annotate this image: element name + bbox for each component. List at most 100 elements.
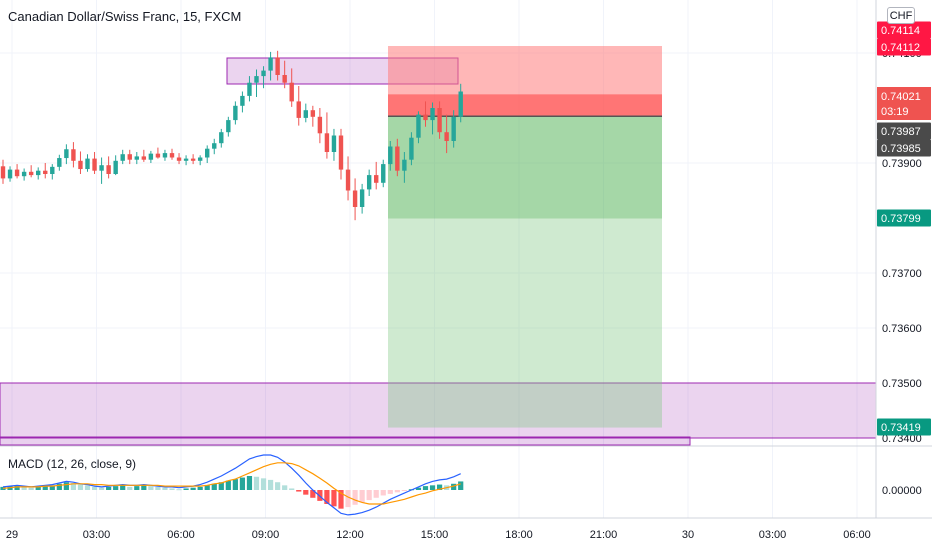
candle-body (338, 135, 344, 170)
macd-pane: 0.00000 (0, 454, 922, 516)
macd-histogram-bar (21, 486, 27, 490)
candle-body (92, 158, 97, 171)
candle-body (169, 153, 175, 158)
price-badge-level1-text: 0.73987 (881, 126, 921, 138)
candle-body (430, 108, 435, 121)
macd-histogram-bar (296, 490, 302, 492)
candle-body (64, 149, 69, 159)
macd-histogram-bar (169, 488, 175, 490)
demand-zone-rectangle (0, 382, 877, 439)
macd-histogram-bar (458, 481, 464, 490)
macd-histogram-bar (225, 480, 231, 490)
price-badge-bottom-text: 0.73419 (881, 422, 921, 434)
candle-body (388, 146, 393, 165)
macd-histogram-bar (451, 483, 457, 490)
stop-loss-zone (388, 46, 662, 95)
candle-body (99, 165, 104, 171)
current-price-badge-background (877, 87, 931, 120)
candle-body (352, 190, 358, 207)
macd-histogram-bar (401, 490, 407, 491)
stop-loss-zone-inner (388, 94, 662, 117)
macd-histogram-bar (190, 487, 196, 490)
candle-body (212, 143, 217, 149)
candle-body (176, 157, 182, 161)
macd-histogram-bar (120, 485, 126, 490)
macd-histogram-bar (91, 486, 98, 490)
macd-histogram-bar (49, 485, 55, 490)
currency-label[interactable]: CHF (887, 7, 915, 24)
candle-body (155, 153, 161, 158)
price-badge-level1-background (877, 122, 931, 140)
candle-body (409, 137, 414, 160)
candle-body (71, 149, 76, 161)
macd-histogram-bar (176, 489, 182, 491)
macd-histogram-bar (338, 490, 344, 509)
macd-histogram-bar (366, 490, 372, 501)
macd-histogram-bar (0, 486, 6, 490)
candle-body (28, 171, 34, 176)
candle-body (296, 101, 301, 118)
price-badge-top1: 0.74114 (877, 21, 931, 39)
macd-histogram-bar (98, 487, 105, 490)
macd-histogram-bar (324, 490, 330, 504)
candle-body (345, 169, 351, 191)
macd-indicator-title[interactable]: MACD (12, 26, close, 9) (8, 457, 137, 471)
macd-histogram-bar (232, 479, 238, 490)
macd-histogram-bar (380, 490, 386, 496)
candle-body (254, 76, 259, 83)
price-badge-level2-text: 0.73985 (881, 143, 921, 155)
price-badge-level2: 0.73985 (877, 139, 931, 157)
macd-histogram-bar (331, 490, 337, 507)
macd-histogram-bar (162, 487, 168, 490)
time-axis-label: 09:00 (252, 529, 280, 541)
candle-body (57, 158, 62, 167)
macd-histogram-bar (218, 482, 224, 490)
time-axis-label: 03:00 (83, 529, 111, 541)
price-axis-label: 0.73500 (882, 378, 922, 390)
candle-body (85, 158, 90, 170)
macd-histogram-bar (275, 482, 281, 490)
candles-layer (0, 50, 463, 221)
candle-body (36, 170, 41, 176)
candle-body (282, 75, 287, 83)
candle-body (190, 158, 196, 161)
current-price-text: 0.74021 (881, 91, 921, 103)
macd-histogram-bar (141, 485, 147, 490)
candle-body (233, 105, 238, 121)
candle-body (7, 169, 13, 179)
macd-histogram-bar (436, 484, 443, 490)
macd-histogram-bar (155, 486, 161, 490)
price-badge-top1-text: 0.74114 (881, 25, 920, 37)
candle-body (374, 175, 379, 183)
macd-histogram-bar (113, 486, 119, 490)
time-axis-label: 29 (6, 529, 18, 541)
macd-histogram-bar (429, 485, 436, 490)
price-badge-target-text: 0.73799 (881, 213, 921, 225)
price-axis-label: 0.73900 (882, 158, 922, 170)
short-position-tool[interactable] (388, 46, 662, 428)
macd-histogram-bar (84, 485, 91, 490)
macd-histogram-bar (267, 479, 274, 490)
candle-body (423, 114, 428, 121)
candle-body (148, 153, 154, 160)
macd-histogram-bar (148, 486, 154, 490)
candle-body (303, 110, 308, 118)
candle-body (324, 133, 330, 152)
time-axis-label: 06:00 (167, 529, 195, 541)
candle-body (395, 146, 400, 171)
take-profit-zone-1 (388, 116, 662, 219)
price-axis-label: 0.73600 (882, 323, 922, 335)
candle-body (113, 160, 118, 174)
price-badge-top2-text: 0.74112 (881, 42, 920, 54)
macd-histogram-bar (303, 490, 309, 495)
candle-body (451, 116, 456, 141)
candle-body (226, 120, 231, 133)
candle-body (458, 91, 463, 117)
macd-histogram-bar (211, 483, 217, 490)
macd-histogram-bar (415, 487, 422, 490)
macd-histogram-bar (289, 488, 295, 490)
macd-histogram-bar (282, 485, 288, 490)
time-axis-label: 30 (682, 529, 694, 541)
